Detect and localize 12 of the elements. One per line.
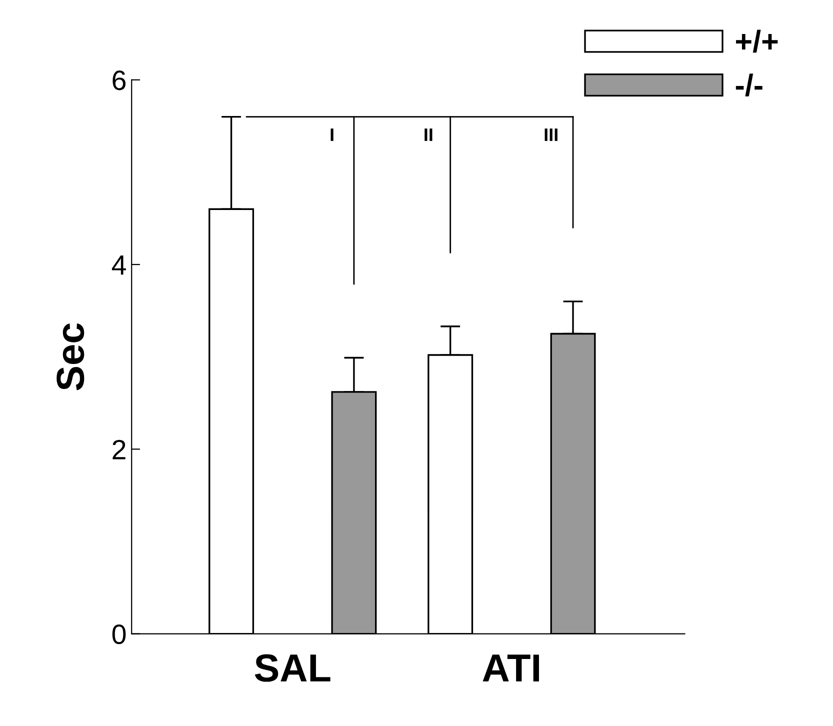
y-tick-label: 0 — [112, 624, 126, 644]
annotation: III — [544, 128, 558, 141]
y-tick-label: 4 — [112, 255, 126, 275]
annotation: II — [424, 128, 432, 141]
legend-label: +/+ — [736, 30, 778, 53]
y-axis-title: Sec — [56, 323, 84, 390]
annotation: I — [330, 128, 334, 141]
legend-label: -/- — [736, 74, 762, 96]
y-tick-label: 2 — [112, 440, 126, 460]
x-tick-label: SAL — [254, 654, 330, 682]
x-tick-label: ATI — [482, 654, 539, 682]
y-tick-label: 6 — [112, 70, 126, 90]
